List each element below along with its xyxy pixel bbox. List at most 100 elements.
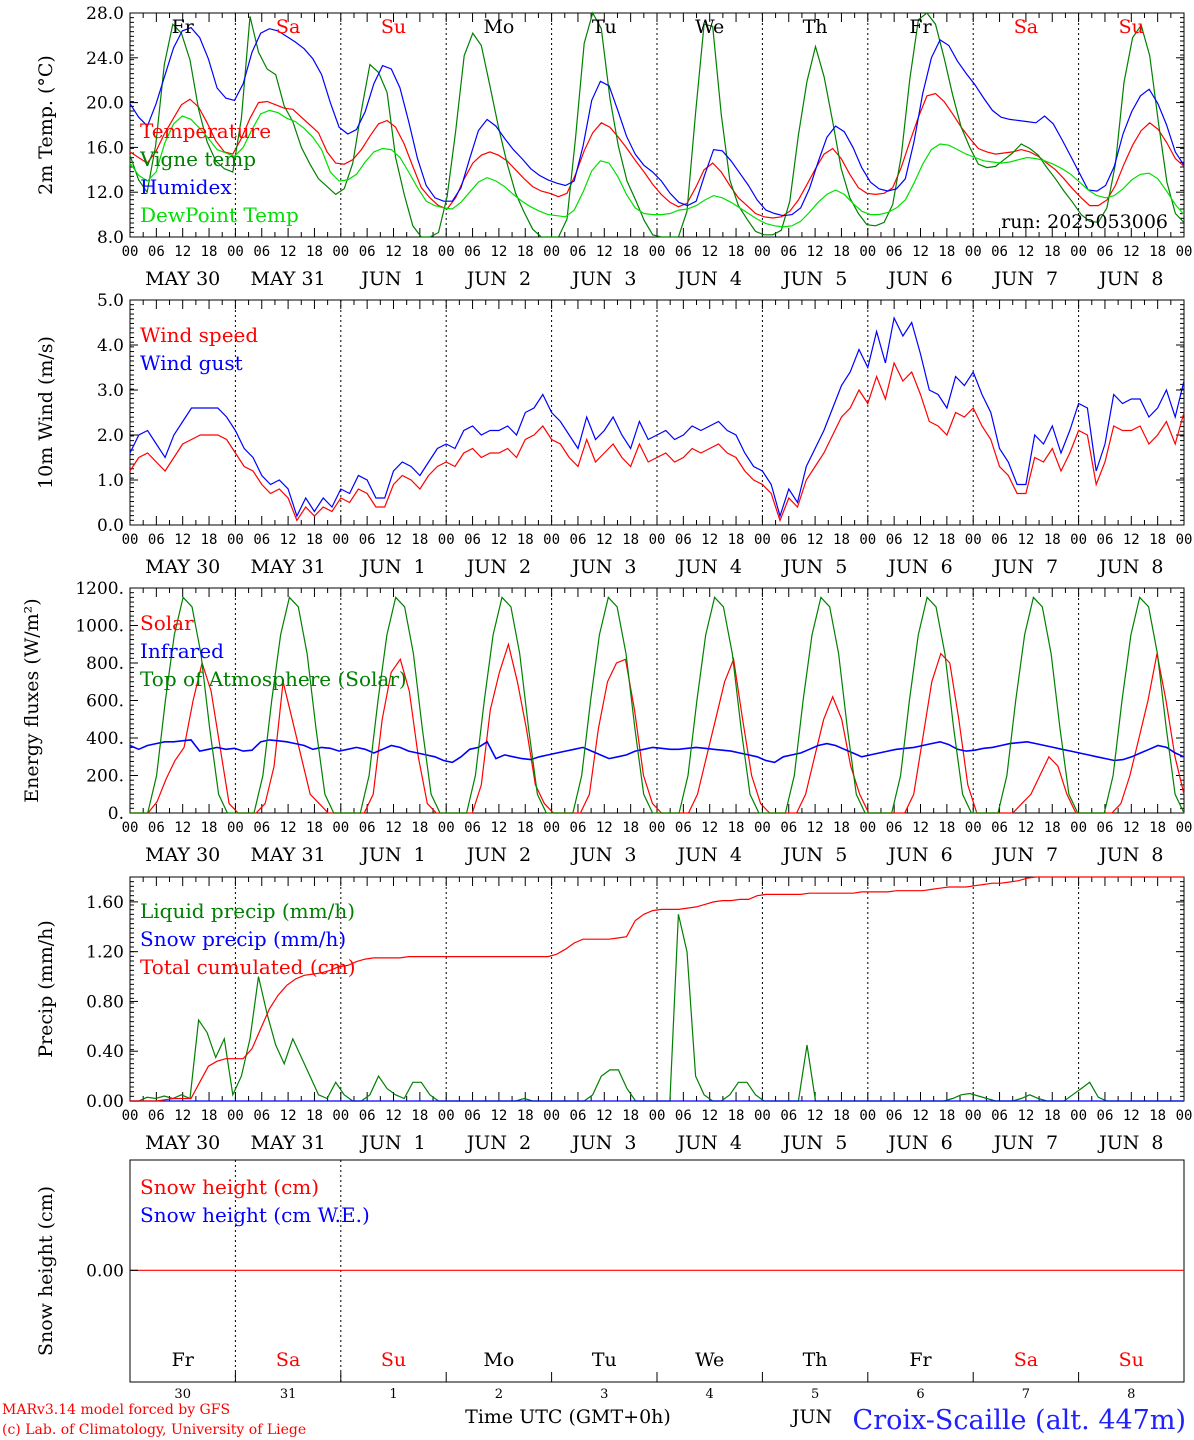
hour-label: 00: [1176, 820, 1193, 836]
hour-label: 00: [1070, 1108, 1087, 1124]
hour-label: 18: [517, 244, 534, 260]
date-label: JUN 7: [992, 844, 1058, 866]
date-label: MAY 30: [145, 1132, 220, 1154]
bottom-day-name: Fr: [909, 1349, 932, 1371]
hour-label: 00: [754, 1108, 771, 1124]
hour-label: 18: [1044, 244, 1061, 260]
date-label: JUN 2: [465, 1132, 531, 1154]
hour-label: 18: [517, 532, 534, 548]
y-tick-label: 1.20: [86, 943, 124, 963]
hour-label: 12: [1123, 820, 1140, 836]
hour-label: 12: [1017, 1108, 1034, 1124]
hour-label: 00: [543, 1108, 560, 1124]
date-label: JUN 3: [570, 1132, 636, 1154]
hour-label: 18: [833, 820, 850, 836]
bottom-day-number: 4: [706, 1387, 714, 1402]
date-label: JUN 3: [570, 844, 636, 866]
date-label: JUN 1: [359, 844, 425, 866]
bottom-day-number: 7: [1022, 1387, 1030, 1402]
hour-label: 00: [438, 244, 455, 260]
date-label: JUN 6: [886, 268, 952, 290]
date-label: MAY 30: [145, 268, 220, 290]
y-tick-label: 0.00: [86, 1261, 124, 1281]
hour-label: 06: [1097, 532, 1114, 548]
y-tick-label: 1.0: [97, 471, 124, 491]
hour-label: 12: [280, 532, 297, 548]
y-axis-label: Precip (mm/h): [35, 920, 57, 1058]
hour-label: 06: [991, 244, 1008, 260]
hour-label: 18: [1044, 1108, 1061, 1124]
run-label: run: 2025053006: [1001, 211, 1168, 233]
legend-entry: Infrared: [140, 639, 224, 663]
hour-label: 00: [1176, 244, 1193, 260]
y-tick-label: 24.0: [86, 49, 124, 69]
legend-entry: Solar: [140, 611, 194, 635]
y-tick-label: 0.40: [86, 1042, 124, 1062]
date-label: JUN 8: [1097, 844, 1163, 866]
hour-label: 00: [543, 244, 560, 260]
y-axis-label: 10m Wind (m/s): [35, 336, 57, 489]
day-name-label: Sa: [1014, 16, 1038, 38]
date-label: JUN 4: [675, 1132, 741, 1154]
hour-label: 18: [622, 1108, 639, 1124]
bottom-day-number: 30: [174, 1387, 191, 1402]
x-axis-label: Time UTC (GMT+0h): [465, 1406, 671, 1428]
date-label: JUN 4: [675, 844, 741, 866]
day-name-label: Su: [1119, 16, 1144, 38]
hour-label: 00: [754, 532, 771, 548]
y-tick-label: 28.0: [86, 4, 124, 24]
hour-label: 12: [912, 1108, 929, 1124]
day-name-label: We: [695, 16, 724, 38]
date-label: JUN 4: [675, 268, 741, 290]
day-name-label: Tu: [592, 16, 617, 38]
hour-label: 06: [359, 820, 376, 836]
bottom-day-name: We: [695, 1349, 724, 1371]
hour-label: 00: [122, 244, 139, 260]
legend-entry: Total cumulated (cm): [140, 955, 356, 979]
hour-label: 00: [227, 244, 244, 260]
hour-label: 06: [886, 820, 903, 836]
hour-label: 12: [490, 1108, 507, 1124]
hour-label: 06: [253, 532, 270, 548]
date-label: JUN 5: [781, 268, 847, 290]
hour-label: 12: [174, 532, 191, 548]
hour-label: 00: [1070, 820, 1087, 836]
legend-entry: DewPoint Temp: [140, 203, 299, 227]
series-line-0-0: [129, 92, 1185, 219]
hour-label: 06: [570, 532, 587, 548]
date-label: JUN 7: [992, 268, 1058, 290]
y-tick-label: 400.: [86, 729, 124, 749]
date-label: JUN 5: [781, 556, 847, 578]
hour-label: 12: [912, 532, 929, 548]
date-label: JUN 7: [992, 1132, 1058, 1154]
hour-label: 12: [280, 1108, 297, 1124]
date-label: JUN 8: [1097, 268, 1163, 290]
hour-label: 18: [938, 532, 955, 548]
legend-entry: Liquid precip (mm/h): [140, 899, 355, 923]
hour-label: 12: [596, 820, 613, 836]
bottom-day-name: Su: [1119, 1349, 1144, 1371]
hour-label: 18: [411, 532, 428, 548]
date-label: JUN 3: [570, 268, 636, 290]
hour-label: 12: [807, 820, 824, 836]
hour-label: 00: [438, 532, 455, 548]
hour-label: 12: [1017, 820, 1034, 836]
hour-label: 18: [728, 1108, 745, 1124]
series-line-3-2: [130, 876, 1184, 1102]
hour-label: 12: [490, 532, 507, 548]
hour-label: 00: [332, 532, 349, 548]
y-tick-label: 0.: [108, 804, 124, 824]
day-name-label: Fr: [172, 16, 195, 38]
hour-label: 12: [701, 1108, 718, 1124]
hour-label: 00: [122, 532, 139, 548]
hour-label: 18: [411, 820, 428, 836]
date-label: JUN 1: [359, 268, 425, 290]
y-tick-label: 1.60: [86, 893, 124, 913]
hour-label: 06: [253, 244, 270, 260]
y-tick-label: 2.0: [97, 426, 124, 446]
hour-label: 12: [174, 1108, 191, 1124]
date-label: JUN 7: [992, 556, 1058, 578]
y-tick-label: 0.0: [97, 516, 124, 536]
legend-entry: Snow precip (mm/h): [140, 927, 346, 951]
hour-label: 18: [1149, 820, 1166, 836]
